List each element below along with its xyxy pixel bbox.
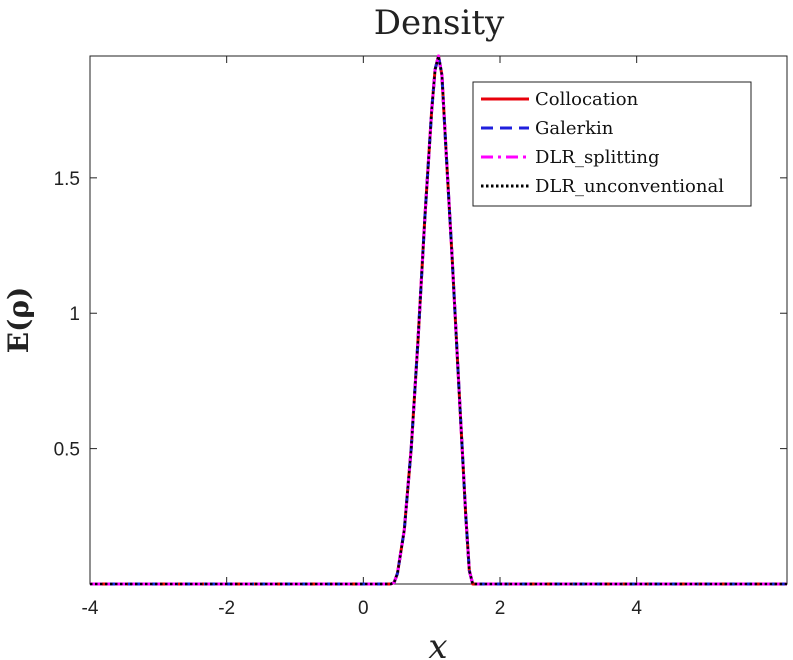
- x-axis-label: x: [428, 627, 447, 660]
- x-tick-label: 0: [358, 598, 369, 619]
- y-axis-label: E(ρ): [2, 287, 35, 353]
- legend-box: [472, 81, 752, 207]
- chart-title: Density: [374, 3, 505, 43]
- series-line-dlr-splitting: [90, 54, 787, 586]
- axis-tick-labels: -4 -2 0 2 4 0.5 1 1.5: [54, 169, 643, 619]
- legend-label: Collocation: [535, 89, 639, 110]
- y-tick-label: 1: [69, 304, 80, 325]
- series-group: [90, 54, 787, 586]
- x-tick-label: -2: [218, 598, 235, 619]
- legend: Collocation Galerkin DLR_splitting DLR_unco…: [472, 81, 752, 207]
- x-tick-label: -4: [82, 598, 99, 619]
- legend-label: DLR_splitting: [535, 147, 660, 168]
- x-tick-label: 4: [631, 598, 642, 619]
- x-tick-label: 2: [495, 598, 506, 619]
- y-tick-label: 1.5: [54, 169, 80, 190]
- legend-label: DLR_unconventional: [535, 176, 724, 197]
- legend-label: Galerkin: [535, 118, 614, 139]
- y-tick-label: 0.5: [54, 440, 80, 461]
